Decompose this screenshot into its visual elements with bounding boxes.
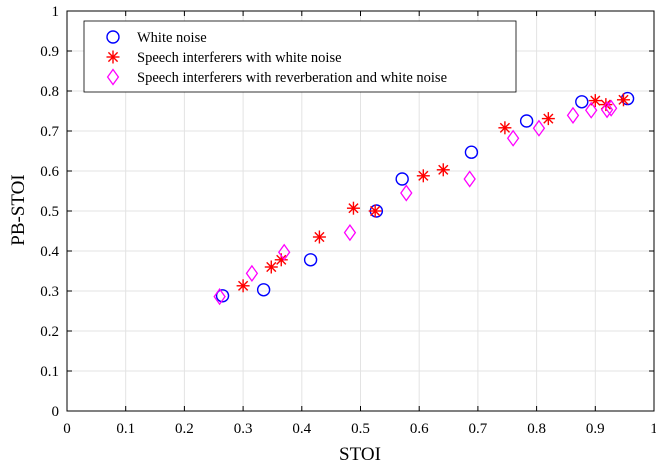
data-point-diamond (213, 287, 226, 306)
data-point-diamond (400, 184, 413, 202)
legend-entry-speech-interferers: Speech interferers with white noise (106, 50, 342, 66)
data-point-diamond (584, 101, 598, 119)
y-tick-label: 0.2 (40, 324, 59, 340)
x-tick-label: 0.9 (586, 421, 605, 437)
data-point-circle (303, 253, 318, 267)
data-point-asterisk (498, 121, 512, 135)
y-tick-label: 0.7 (40, 124, 59, 140)
data-point-diamond (463, 170, 476, 188)
y-tick-label: 0.9 (40, 44, 59, 60)
legend-entry-white-noise: White noise (106, 30, 207, 46)
x-tick-label: 1 (650, 421, 656, 437)
x-tick-label: 0.1 (116, 421, 135, 437)
legend-marker-diamond-icon (106, 68, 120, 86)
data-points (213, 91, 635, 306)
legend-marker-diamond-icon (106, 68, 120, 86)
x-tick-label: 0.5 (351, 421, 370, 437)
data-point-diamond (532, 119, 546, 137)
data-point-asterisk (274, 253, 288, 267)
x-tick-label: 0.7 (469, 421, 488, 437)
data-point-diamond (277, 243, 291, 261)
y-tick-label: 1 (52, 4, 60, 20)
data-point-diamond (506, 129, 520, 147)
x-axis-tick-labels: 0 0.1 0.2 0.3 0.4 0.5 0.6 0.7 0.8 0.9 1 (63, 421, 656, 437)
legend-box (83, 20, 517, 93)
legend-label: Speech interferers with white noise (137, 50, 342, 66)
data-point-asterisk (312, 230, 326, 244)
y-tick-label: 0.5 (40, 204, 59, 220)
y-tick-label: 0.4 (40, 244, 59, 260)
data-point-asterisk (346, 201, 360, 215)
legend-marker-asterisk-icon (106, 50, 120, 64)
data-point-circle (464, 145, 479, 159)
data-point-circle (519, 114, 534, 128)
legend-entry-reverberation: Speech interferers with reverberation an… (106, 68, 447, 86)
legend-marker-circle-icon (106, 30, 120, 44)
x-tick-label: 0.8 (527, 421, 546, 437)
legend-marker-asterisk-icon (106, 50, 120, 64)
x-axis-label: STOI (339, 444, 381, 465)
data-point-diamond (604, 99, 618, 117)
x-tick-label: 0.3 (234, 421, 253, 437)
legend-marker-circle-icon (106, 30, 120, 44)
data-point-circle (395, 172, 409, 186)
y-axis-label: PB-STOI (8, 174, 29, 245)
x-tick-label: 0 (63, 421, 71, 437)
x-tick-label: 0.2 (175, 421, 194, 437)
data-point-asterisk (368, 204, 382, 218)
data-point-circle (256, 283, 271, 297)
data-point-asterisk (264, 260, 278, 274)
data-point-asterisk (416, 169, 430, 183)
y-tick-label: 0.1 (40, 364, 59, 380)
y-axis-tick-labels: 0 0.1 0.2 0.3 0.4 0.5 0.6 0.7 0.8 0.9 1 (40, 4, 59, 420)
y-tick-label: 0.3 (40, 284, 59, 300)
legend: White noise Speech interferers with whit… (83, 20, 517, 93)
data-point-asterisk (616, 93, 630, 107)
data-point-asterisk (236, 279, 250, 293)
data-point-asterisk (436, 163, 450, 177)
y-tick-label: 0.6 (40, 164, 59, 180)
data-point-diamond (600, 101, 614, 119)
data-point-diamond (343, 223, 357, 242)
y-tick-label: 0.8 (40, 84, 59, 100)
y-tick-label: 0 (52, 404, 60, 420)
data-point-circle (215, 289, 230, 303)
x-tick-label: 0.6 (410, 421, 429, 437)
data-point-diamond (245, 264, 259, 283)
legend-label: White noise (137, 30, 207, 46)
legend-label: Speech interferers with reverberation an… (137, 70, 447, 86)
data-point-diamond (566, 106, 580, 125)
x-tick-label: 0.4 (292, 421, 311, 437)
data-point-circle (575, 95, 589, 109)
data-point-asterisk (541, 112, 555, 126)
axis-ticks (66, 10, 655, 412)
